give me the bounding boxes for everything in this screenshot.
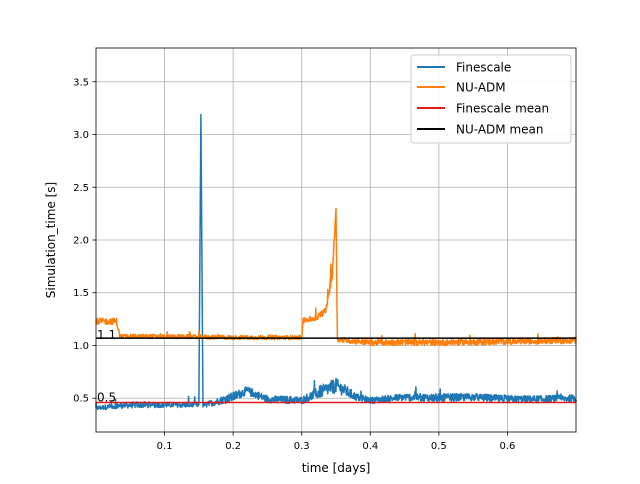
y-tick-label: 0.5 bbox=[73, 394, 89, 405]
y-tick-label: 3.0 bbox=[73, 130, 89, 141]
legend-label-finescale: Finescale bbox=[456, 61, 511, 75]
legend-box bbox=[410, 54, 572, 144]
legend: Finescale NU-ADM Finescale mean NU-ADM m… bbox=[410, 54, 572, 144]
y-axis-label: Simulation_time [s] bbox=[44, 182, 58, 298]
x-tick-label: 0.6 bbox=[499, 441, 515, 452]
y-tick-label: 1.5 bbox=[73, 288, 89, 299]
x-tick-label: 0.4 bbox=[362, 441, 378, 452]
y-tick-label: 2.0 bbox=[73, 236, 89, 247]
x-tick-label: 0.1 bbox=[157, 441, 173, 452]
annotation-label: 0.5 bbox=[97, 390, 116, 404]
series-layer bbox=[95, 113, 577, 411]
legend-label-nu-adm: NU-ADM bbox=[456, 81, 506, 95]
annotation-label: 1.1 bbox=[97, 328, 116, 342]
x-tick-label: 0.3 bbox=[294, 441, 310, 452]
y-tick-label: 3.5 bbox=[73, 77, 89, 88]
legend-label-finescale-mean: Finescale mean bbox=[456, 102, 549, 116]
annotation-layer: 1.1 0.5 bbox=[97, 328, 116, 404]
y-tick-label: 2.5 bbox=[73, 183, 89, 194]
legend-label-nu-adm-mean: NU-ADM mean bbox=[456, 123, 543, 137]
x-tick-label: 0.5 bbox=[431, 441, 447, 452]
tick-layer: 0.1 0.2 0.3 0.4 0.5 0.6 0.5 1.0 1.5 2.0 2.5 3.0 3.5 bbox=[73, 77, 515, 452]
x-axis-label: time [days] bbox=[302, 461, 371, 475]
y-tick-label: 1.0 bbox=[73, 341, 89, 352]
x-tick-label: 0.2 bbox=[225, 441, 241, 452]
